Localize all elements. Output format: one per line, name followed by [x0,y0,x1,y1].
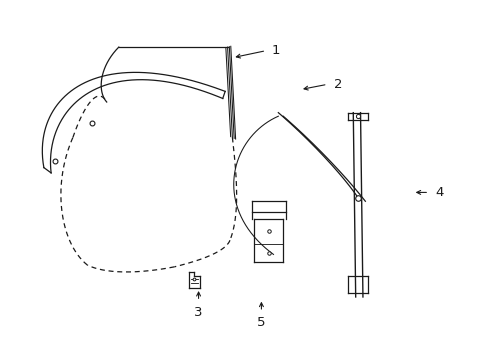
Text: 2: 2 [333,78,342,91]
Text: 4: 4 [435,186,443,199]
Text: 1: 1 [270,44,279,57]
Text: 3: 3 [194,306,203,319]
Text: 5: 5 [257,316,265,329]
